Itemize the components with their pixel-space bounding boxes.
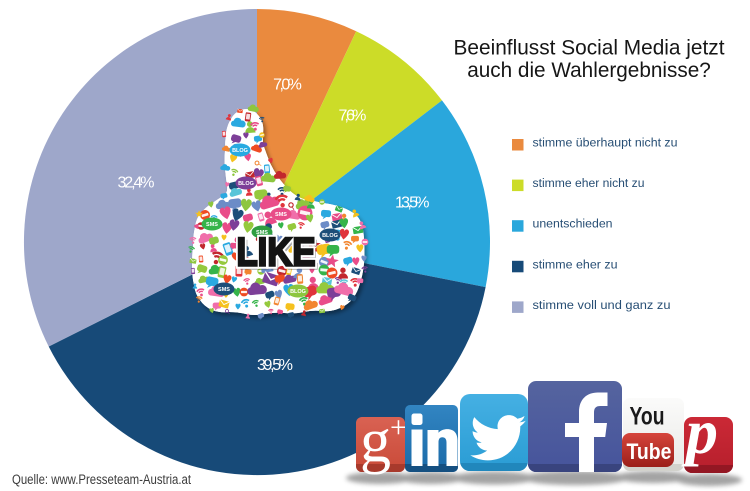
svg-text:unentschieden: unentschieden: [533, 217, 613, 231]
svg-text:stimme eher zu: stimme eher zu: [533, 257, 618, 271]
svg-text:SMS: SMS: [206, 222, 218, 228]
svg-text:You: You: [630, 402, 665, 430]
svg-text:SMS: SMS: [256, 230, 268, 236]
svg-text:13,5%: 13,5%: [395, 195, 430, 212]
svg-text:BLOG: BLOG: [232, 148, 248, 154]
svg-text:7,6%: 7,6%: [339, 108, 367, 125]
svg-text:LIKE: LIKE: [237, 231, 316, 275]
svg-text:BLOG: BLOG: [322, 233, 338, 239]
svg-text:stimme überhaupt nicht zu: stimme überhaupt nicht zu: [533, 136, 678, 150]
svg-text:Beeinflusst Social Media jetzt: Beeinflusst Social Media jetzt: [454, 35, 725, 60]
svg-text:SMS: SMS: [275, 212, 287, 218]
svg-text:7,0%: 7,0%: [273, 77, 302, 94]
svg-text:+: +: [390, 411, 407, 444]
svg-text:stimme voll und ganz zu: stimme voll und ganz zu: [533, 298, 671, 312]
svg-text:g: g: [360, 407, 391, 475]
svg-text:p: p: [681, 396, 718, 467]
svg-text:Quelle: www.Presseteam-Austria: Quelle: www.Presseteam-Austria.at: [12, 472, 191, 488]
svg-text:auch die Wahlergebnisse?: auch die Wahlergebnisse?: [467, 57, 711, 82]
svg-text:SMS: SMS: [218, 287, 230, 293]
svg-text:stimme eher nicht zu: stimme eher nicht zu: [533, 176, 645, 190]
svg-text:LIKE: LIKE: [239, 234, 318, 278]
svg-text:Tube: Tube: [627, 439, 672, 464]
svg-text:BLOG: BLOG: [238, 181, 254, 187]
svg-text:39,5%: 39,5%: [257, 357, 293, 374]
svg-text:32,4%: 32,4%: [118, 175, 155, 192]
svg-text:BLOG: BLOG: [290, 289, 306, 295]
svg-text:LIKE: LIKE: [237, 231, 316, 275]
